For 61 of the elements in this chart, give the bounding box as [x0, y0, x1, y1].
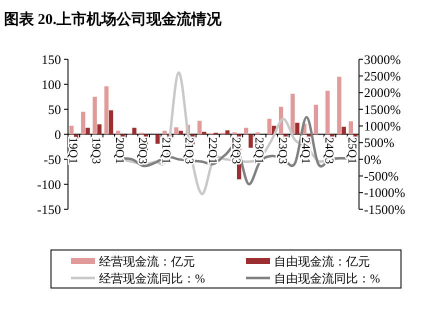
x-tick-label: 20Q1: [112, 137, 127, 164]
bar: [104, 86, 109, 134]
y2-tick-label: 2500%: [364, 68, 401, 84]
y-tick-label: 100: [42, 76, 61, 92]
chart-title: 图表 20.上市机场公司现金流情况: [4, 10, 222, 28]
x-tick-label: 22Q1: [206, 137, 220, 164]
bar: [69, 126, 74, 134]
bar: [244, 128, 248, 134]
bar: [86, 128, 90, 134]
y-tick-label: -150: [37, 202, 61, 217]
y2-tick-label: -1500%: [364, 202, 406, 217]
bar: [81, 112, 86, 134]
bar: [92, 96, 97, 134]
x-tick-label: 22Q3: [229, 137, 244, 164]
y2-tick-label: -500%: [364, 168, 399, 184]
bar: [248, 134, 253, 148]
bar: [162, 130, 167, 134]
y2-tick-label: 1000%: [364, 118, 401, 134]
legend-label: 自由现金流同比：%: [274, 272, 380, 286]
x-tick-label: 23Q3: [276, 137, 290, 164]
bar: [225, 130, 230, 134]
bar: [342, 126, 346, 134]
x-tick-label: 20Q3: [136, 137, 150, 164]
y2-tick-label: -1000%: [364, 185, 406, 200]
bar: [108, 110, 114, 134]
y-tick-label: -100: [37, 176, 61, 192]
bar: [197, 120, 202, 134]
y2-tick-label: 1500%: [364, 102, 401, 117]
bar: [290, 94, 295, 134]
bar: [156, 134, 160, 144]
y2-tick-label: 500%: [364, 135, 394, 150]
x-tick-label: 19Q3: [90, 137, 104, 164]
x-tick-label: 23Q1: [252, 137, 267, 164]
y-tick-label: 150: [42, 52, 61, 67]
x-tick-label: 24Q3: [322, 137, 336, 164]
bar: [348, 121, 353, 134]
bar: [267, 118, 272, 134]
bar: [174, 127, 178, 134]
y-tick-label: 50: [48, 102, 61, 117]
bar: [178, 130, 183, 134]
bar: [295, 122, 300, 134]
bar: [116, 130, 120, 134]
x-tick-label: 21Q3: [182, 137, 197, 164]
y2-tick-label: 2000%: [364, 85, 401, 100]
legend-label: 经营现金流：亿元: [99, 254, 195, 268]
x-tick-label: 25Q1: [346, 137, 360, 164]
y-tick-label: 0: [54, 126, 61, 142]
x-tick-label: 24Q1: [299, 137, 314, 164]
bar: [337, 76, 342, 134]
legend-label: 自由现金流：亿元: [274, 254, 370, 268]
x-tick-label: 21Q1: [159, 137, 174, 164]
y-tick-label: -50: [44, 152, 61, 167]
bar: [326, 90, 330, 134]
bar: [202, 132, 206, 134]
x-tick-label: 19Q1: [66, 137, 80, 164]
y2-tick-label: 0%: [364, 152, 382, 167]
y2-tick-label: 3000%: [364, 52, 401, 67]
bar: [132, 128, 136, 134]
bar: [314, 104, 318, 134]
bar: [97, 124, 102, 134]
legend-label: 经营现金流同比：%: [99, 272, 205, 286]
